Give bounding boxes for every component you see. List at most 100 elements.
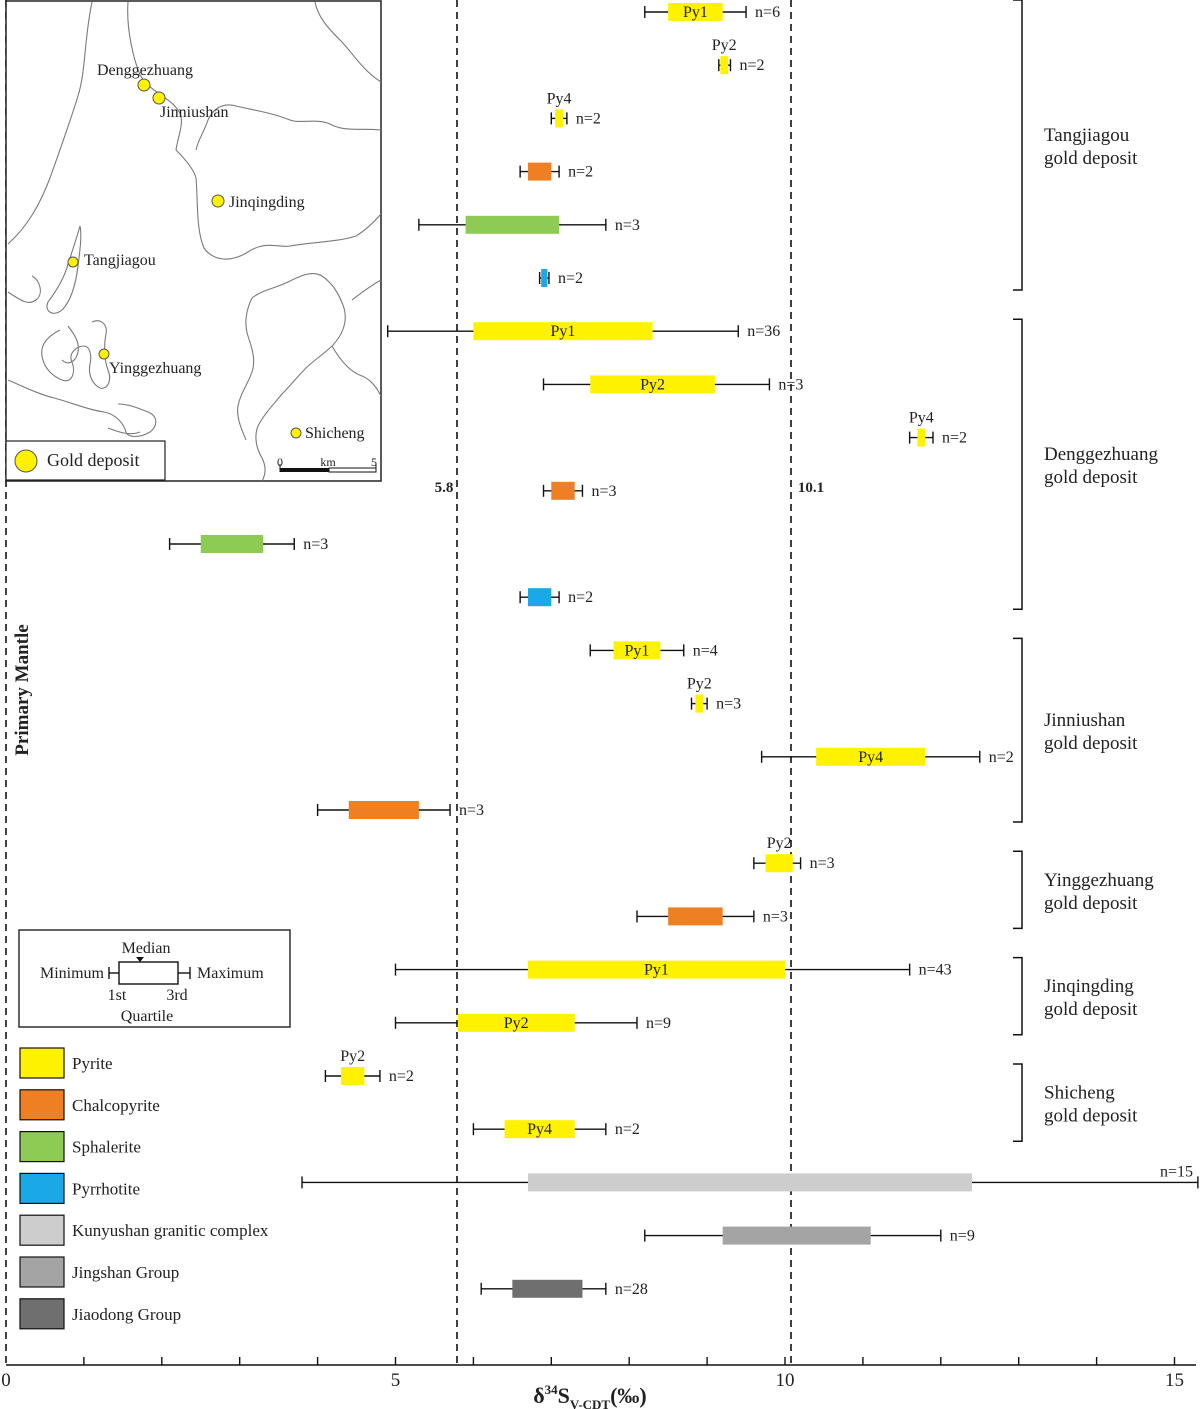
data-row: n=2: [519, 588, 593, 607]
x-tick-label: 10: [776, 1370, 795, 1391]
bar-label: Py4: [547, 90, 572, 107]
sample-count: n=3: [778, 376, 803, 393]
group-label-sub: gold deposit: [1044, 148, 1138, 169]
data-row: Py2 n=9: [394, 1013, 671, 1032]
map-label-shicheng: Shicheng: [305, 425, 365, 442]
sample-count: n=6: [755, 4, 780, 21]
scale-unit: km: [320, 455, 336, 469]
map-legend-label: Gold deposit: [47, 450, 140, 470]
bar-label: Py2: [640, 376, 665, 393]
data-row: Py4 n=2: [909, 410, 967, 447]
primary-mantle-label: Primary Mantle: [12, 624, 33, 755]
group-bracket: [1013, 637, 1023, 823]
scale-bar-white: [328, 467, 377, 473]
legend-item: Sphalerite: [19, 1130, 141, 1163]
group-label-name: Tangjiagou: [1044, 125, 1130, 146]
key-box: [118, 961, 179, 985]
legend-label: Kunyushan granitic complex: [72, 1221, 269, 1240]
sample-count: n=3: [716, 696, 741, 713]
x-tick-label: 5: [391, 1370, 401, 1391]
bar-label: Py2: [504, 1015, 529, 1032]
deposit-marker-tangjiagou: [67, 256, 79, 268]
key-median: Median: [122, 940, 171, 957]
sample-count: n=3: [303, 536, 328, 553]
x-axis-delta: δ: [533, 1383, 544, 1408]
x-axis-s: S: [558, 1383, 570, 1408]
sample-count: n=3: [591, 483, 616, 500]
range-box: [527, 588, 552, 607]
legend-label: Chalcopyrite: [72, 1096, 160, 1115]
map-label-jinniushan: Jinniushan: [160, 104, 228, 121]
group-label-sub: gold deposit: [1044, 733, 1138, 754]
data-row: Py1 n=43: [394, 960, 952, 979]
legend-swatch: [19, 1172, 65, 1205]
range-box: [668, 907, 723, 926]
group-label-name: Yinggezhuang: [1044, 870, 1154, 891]
sample-count: n=9: [646, 1015, 671, 1032]
key-maximum: Maximum: [197, 965, 264, 982]
group-label-name: Jinqingding: [1044, 976, 1134, 997]
legend-label: Jingshan Group: [72, 1263, 179, 1282]
range-box: [917, 428, 926, 447]
sample-count: n=2: [389, 1068, 414, 1085]
sample-count: n=2: [615, 1121, 640, 1138]
range-box: [551, 481, 575, 500]
ref-label-5-8: 5.8: [435, 480, 454, 496]
data-row: n=3: [636, 907, 788, 926]
sample-count: n=2: [739, 57, 764, 74]
group-bracket: [1013, 318, 1023, 610]
data-row: n=28: [480, 1279, 648, 1298]
map-scale-bar: 0 km 5: [277, 455, 377, 473]
deposit-marker-shicheng: [290, 427, 302, 439]
key-third: 3rd: [166, 987, 187, 1004]
sample-count: n=2: [558, 270, 583, 287]
data-row: Py4 n=2: [472, 1120, 640, 1139]
legend-swatch: [19, 1256, 65, 1288]
range-box: [541, 269, 548, 287]
data-row: Py1 n=36: [387, 322, 780, 341]
group-label-name: Denggezhuang: [1044, 444, 1158, 465]
deposit-marker-yinggezhuang: [98, 348, 110, 360]
inset-map: Denggezhuang Jinniushan Jinqingding Tang…: [5, 0, 382, 482]
data-row: n=15: [301, 1163, 1199, 1192]
bar-label: Py2: [767, 835, 792, 852]
group-label-sub: gold deposit: [1044, 467, 1138, 488]
sample-count: n=28: [615, 1281, 648, 1298]
data-row: n=2: [538, 269, 583, 287]
group-label-sub: gold deposit: [1044, 999, 1138, 1020]
sample-count: n=2: [568, 589, 593, 606]
map-label-tangjiagou: Tangjiagou: [84, 252, 156, 269]
data-row: n=2: [519, 162, 593, 181]
range-box: [765, 854, 793, 873]
bar-label: Py2: [712, 37, 737, 54]
deposit-marker-denggezhuang: [137, 78, 151, 92]
map-label-jinqingding: Jinqingding: [229, 194, 305, 211]
data-row: Py2 n=3: [542, 375, 803, 394]
legend-swatch: [19, 1089, 65, 1121]
group-bracket: [1013, 956, 1023, 1036]
legend-label: Jiaodong Group: [72, 1305, 181, 1324]
x-axis-sub: V-CDT: [570, 1397, 611, 1409]
bar-label: Py1: [644, 962, 669, 979]
data-row: n=3: [316, 801, 484, 819]
group-label-name: Jinniushan: [1044, 710, 1126, 731]
legend-label: Pyrrhotite: [72, 1179, 140, 1198]
sample-count: n=9: [950, 1228, 975, 1245]
data-row: n=9: [644, 1226, 975, 1245]
range-box: [200, 535, 264, 553]
legend-item: Kunyushan granitic complex: [19, 1214, 269, 1246]
range-box: [720, 56, 729, 75]
range-box: [512, 1279, 583, 1298]
range-box: [722, 1226, 871, 1245]
x-tick-label: 15: [1165, 1370, 1184, 1391]
legend-label: Pyrite: [72, 1054, 113, 1073]
legend-label: Sphalerite: [72, 1138, 141, 1157]
x-axis-unit: (‰): [610, 1383, 647, 1408]
